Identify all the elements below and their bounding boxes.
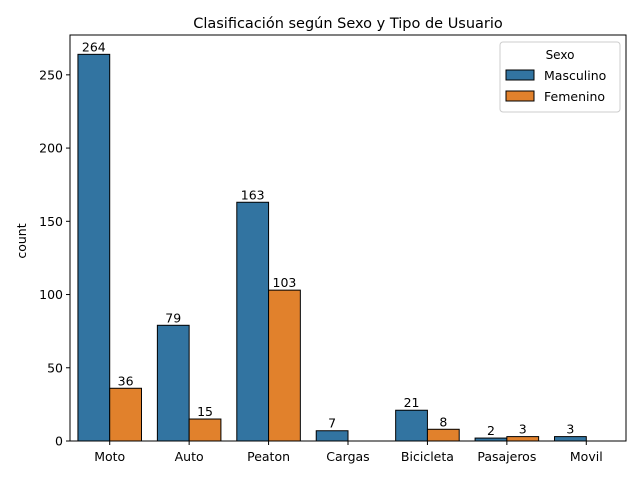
data-label: 8 — [439, 414, 447, 429]
chart-title: Clasificación según Sexo y Tipo de Usuar… — [193, 16, 503, 32]
data-label: 2 — [487, 423, 495, 438]
bar-peaton-femenino — [268, 289, 301, 442]
y-tick-label: 100 — [39, 287, 63, 302]
data-label: 21 — [404, 395, 420, 410]
data-label: 7 — [328, 416, 336, 431]
x-tick-label: Cargas — [326, 449, 369, 464]
y-axis-label: count — [14, 223, 29, 258]
x-tick-label: Moto — [94, 449, 125, 464]
y-tick-label: 200 — [39, 141, 63, 156]
x-tick-label: Peaton — [247, 449, 290, 464]
x-tick-label: Bicicleta — [401, 449, 454, 464]
legend-label-masculino: Masculino — [544, 68, 606, 83]
y-tick-label: 150 — [39, 214, 63, 229]
plot-frame — [69, 34, 627, 442]
bar-moto-masculino — [77, 53, 111, 442]
data-label: 79 — [165, 310, 181, 325]
x-tick-label: Pasajeros — [477, 449, 536, 464]
data-labels-group: 264 79 163 7 21 2 3 36 15 103 8 3 — [82, 39, 574, 438]
data-label: 103 — [273, 275, 297, 290]
bar-movil-masculino — [554, 436, 587, 442]
legend: Sexo Masculino Femenino — [499, 41, 621, 113]
bar-bicicleta-femenino — [426, 428, 460, 442]
bar-peaton-masculino — [236, 201, 270, 442]
bar-cargas-masculino — [315, 430, 349, 442]
bar-bicicleta-masculino — [395, 409, 428, 442]
legend-swatch-femenino — [505, 90, 535, 102]
legend-title: Sexo — [546, 48, 575, 62]
legend-label-femenino: Femenino — [544, 89, 605, 104]
data-label: 163 — [241, 187, 265, 202]
y-tick-label: 0 — [55, 434, 63, 449]
bars-group — [77, 53, 587, 442]
axes-group: 0 50 100 150 200 250 Moto Auto Peaton Cargas Bicic… — [39, 34, 627, 464]
x-tick-label: Auto — [175, 449, 204, 464]
bar-moto-femenino — [109, 387, 142, 442]
data-label: 36 — [118, 373, 134, 388]
bar-pasajeros-femenino — [506, 436, 540, 442]
bar-auto-masculino — [156, 324, 190, 442]
x-tick-label: Movil — [570, 449, 603, 464]
data-label: 264 — [82, 39, 106, 54]
bar-auto-femenino — [188, 418, 222, 442]
legend-swatch-masculino — [505, 69, 535, 81]
y-tick-label: 250 — [39, 67, 63, 82]
data-label: 3 — [566, 422, 574, 437]
data-label: 15 — [197, 404, 213, 419]
y-tick-label: 50 — [47, 360, 63, 375]
data-label: 3 — [519, 422, 527, 437]
